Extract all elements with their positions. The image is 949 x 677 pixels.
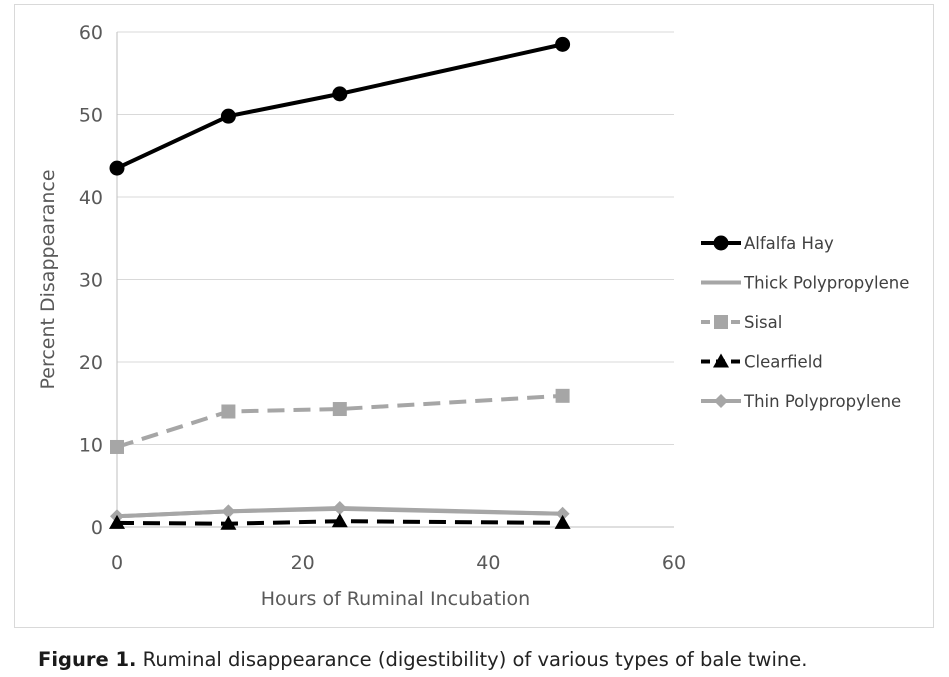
x-tick-label-20: 20: [291, 552, 315, 574]
data-point-sisal-2: [332, 402, 347, 417]
x-tick-label-60: 60: [662, 552, 686, 574]
legend-marker-thin-polypropylene: [714, 394, 728, 408]
y-tick-label-0: 0: [91, 517, 103, 539]
series-line-alfalfa-hay: [116, 42, 564, 170]
data-point-sisal-0: [110, 439, 124, 454]
y-tick-label-30: 30: [79, 270, 103, 292]
y-axis-title: Percent Disappearance: [37, 169, 59, 389]
data-point-alfalfa-hay-1: [220, 108, 236, 124]
legend: Alfalfa Hay Thick Polypropylene Sisal Clear…: [701, 234, 909, 411]
series-thin-polypropylene: [110, 501, 570, 524]
y-tick-label-10: 10: [79, 435, 103, 457]
legend-label-thick-polypropylene: Thick Polypropylene: [743, 274, 909, 293]
series-line-sisal: [116, 393, 563, 449]
data-point-sisal-1: [221, 404, 236, 419]
figure-caption: Figure 1. Ruminal disappearance (digesti…: [38, 648, 807, 671]
legend-label-clearfield: Clearfield: [744, 353, 823, 372]
legend-item-thin-polypropylene: Thin Polypropylene: [701, 392, 901, 411]
data-point-sisal-3: [555, 388, 570, 403]
legend-item-sisal: Sisal: [701, 313, 782, 332]
series-line-thin-polypropylene: [116, 506, 563, 519]
series-lines: [109, 36, 571, 530]
data-point-thin-polypropylene-3: [555, 506, 570, 521]
legend-label-sisal: Sisal: [744, 313, 782, 332]
legend-marker-sisal: [714, 315, 728, 329]
x-tick-label-40: 40: [476, 552, 500, 574]
legend-label-thin-polypropylene: Thin Polypropylene: [743, 392, 901, 411]
legend-marker-alfalfa-hay: [713, 235, 729, 251]
gridlines: [117, 31, 674, 445]
data-point-clearfield-1: [220, 515, 237, 530]
data-point-thin-polypropylene-2: [332, 501, 347, 516]
series-alfalfa-hay: [109, 36, 571, 176]
x-axis-title: Hours of Ruminal Incubation: [261, 588, 530, 610]
legend-item-thick-polypropylene: Thick Polypropylene: [701, 274, 909, 293]
y-tick-label-40: 40: [79, 187, 103, 209]
chart-frame: [14, 4, 934, 628]
data-point-thin-polypropylene-1: [221, 504, 236, 519]
legend-marker-clearfield: [713, 353, 729, 368]
series-clearfield: [109, 513, 571, 530]
tick-labels: 0 10 20 30 40 50 60 0 20 40 60: [79, 22, 686, 574]
data-point-alfalfa-hay-0: [109, 160, 125, 176]
caption-label: Figure 1.: [38, 648, 137, 671]
series-sisal: [110, 388, 570, 454]
data-point-alfalfa-hay-3: [555, 36, 571, 52]
data-point-alfalfa-hay-2: [332, 86, 348, 102]
data-point-clearfield-3: [554, 514, 571, 529]
y-tick-label-50: 50: [79, 105, 103, 127]
legend-label-alfalfa-hay: Alfalfa Hay: [744, 234, 834, 253]
legend-item-clearfield: Clearfield: [701, 353, 823, 372]
series-line-clearfield: [116, 519, 563, 526]
caption-text: Ruminal disappearance (digestibility) of…: [136, 648, 808, 671]
data-point-clearfield-0: [109, 514, 125, 529]
legend-item-alfalfa-hay: Alfalfa Hay: [701, 234, 834, 253]
line-chart: 0 10 20 30 40 50 60 0 20 40 60 Hours of Ruminal In…: [37, 22, 909, 610]
data-point-clearfield-2: [331, 513, 348, 528]
y-tick-label-20: 20: [79, 352, 103, 374]
x-tick-label-0: 0: [111, 552, 123, 574]
y-tick-label-60: 60: [79, 22, 103, 44]
